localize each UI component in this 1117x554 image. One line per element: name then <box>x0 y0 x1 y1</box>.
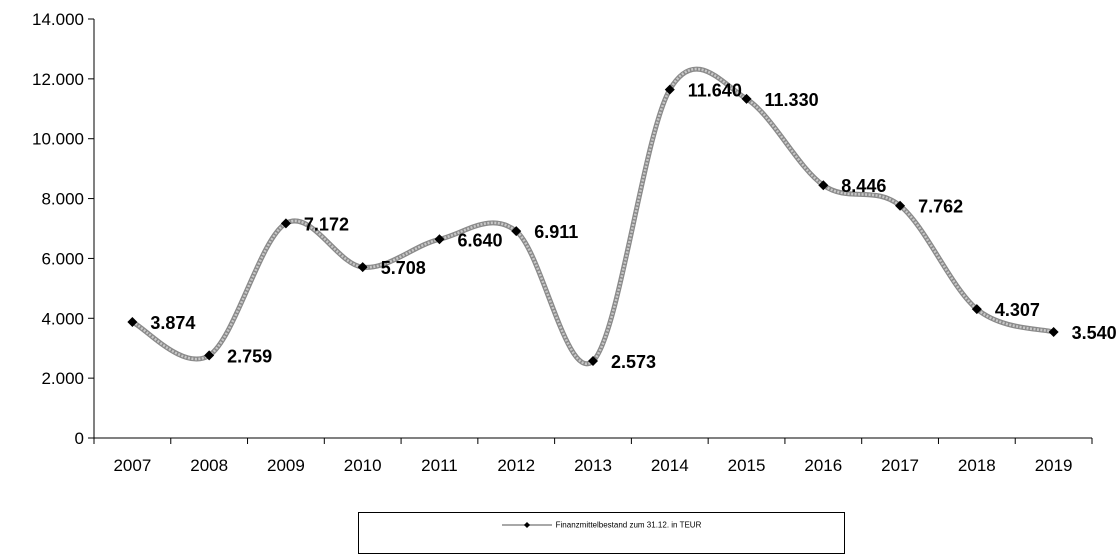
x-tick-label: 2011 <box>421 456 458 475</box>
y-tick-label: 4.000 <box>41 309 84 328</box>
data-point-marker <box>280 218 291 229</box>
data-point-marker <box>357 262 368 273</box>
data-point-marker <box>1048 327 1059 338</box>
data-point-marker <box>971 304 982 315</box>
data-label: 3.540 <box>1072 323 1117 343</box>
legend: Finanzmittelbestand zum 31.12. in TEUR <box>358 512 845 554</box>
x-tick-label: 2017 <box>881 456 919 475</box>
data-point-marker <box>204 350 215 361</box>
x-tick-label: 2009 <box>267 456 305 475</box>
data-point-marker <box>818 180 829 191</box>
data-label: 11.640 <box>688 81 742 101</box>
legend-label: Finanzmittelbestand zum 31.12. in TEUR <box>555 520 702 530</box>
data-label: 5.708 <box>381 258 426 278</box>
x-tick-label: 2016 <box>804 456 842 475</box>
legend-line-marker-icon <box>501 521 552 528</box>
x-tick-label: 2013 <box>574 456 612 475</box>
y-tick-label: 8.000 <box>41 190 84 209</box>
y-tick-label: 6.000 <box>41 249 84 268</box>
data-point-marker <box>434 234 445 245</box>
x-tick-label: 2019 <box>1035 456 1073 475</box>
data-label: 7.762 <box>918 197 963 217</box>
y-tick-label: 10.000 <box>32 130 84 149</box>
x-tick-label: 2012 <box>497 456 535 475</box>
axes <box>93 19 1092 439</box>
data-labels: 3.874 2.759 7.172 5.708 6.640 6.911 2.573 11.64… <box>150 81 1116 372</box>
series-line <box>131 67 1054 365</box>
data-label: 7.172 <box>304 214 349 234</box>
data-point-marker <box>664 84 675 95</box>
data-point-marker <box>511 226 522 237</box>
data-label: 6.911 <box>534 222 578 242</box>
data-label: 2.573 <box>611 352 656 372</box>
data-point-marker <box>895 200 906 211</box>
data-label: 3.874 <box>150 313 195 333</box>
data-label: 6.640 <box>457 230 502 250</box>
data-label: 11.330 <box>765 90 819 110</box>
x-tick-label: 2010 <box>344 456 382 475</box>
x-tick-label: 2007 <box>113 456 151 475</box>
y-axis-ticks: 0 2.000 4.000 6.000 8.000 10.000 12.000 14.000 <box>32 10 94 448</box>
y-tick-label: 2.000 <box>41 369 84 388</box>
x-tick-label: 2015 <box>728 456 766 475</box>
legend-item: Finanzmittelbestand zum 31.12. in TEUR <box>359 520 844 529</box>
data-label: 4.307 <box>995 300 1040 320</box>
data-label: 2.759 <box>227 346 272 366</box>
data-point-marker <box>741 93 752 104</box>
x-tick-label: 2018 <box>958 456 996 475</box>
data-label: 8.446 <box>841 176 886 196</box>
y-tick-label: 0 <box>75 429 84 448</box>
series-line-shadow <box>131 66 1055 367</box>
y-tick-label: 12.000 <box>32 70 84 89</box>
data-point-marker <box>127 317 138 328</box>
series-layer <box>127 66 1059 367</box>
data-point-marker <box>588 355 598 366</box>
x-tick-label: 2008 <box>190 456 228 475</box>
x-axis-ticks: 2007 2008 2009 2010 2011 2012 2013 2014 2015 2016… <box>93 438 1093 475</box>
y-tick-label: 14.000 <box>32 10 84 29</box>
x-tick-label: 2014 <box>651 456 689 475</box>
